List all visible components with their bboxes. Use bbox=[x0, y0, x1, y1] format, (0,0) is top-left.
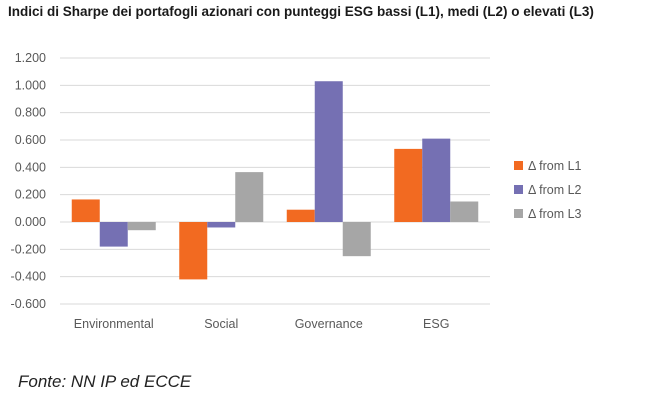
bar bbox=[394, 148, 423, 222]
legend-label: Δ from L1 bbox=[528, 159, 582, 173]
y-tick-label: 0.600 bbox=[15, 133, 46, 147]
bar bbox=[207, 222, 236, 228]
source-note: Fonte: NN IP ed ECCE bbox=[18, 372, 192, 391]
x-category-label: Governance bbox=[295, 317, 363, 331]
bar bbox=[179, 222, 208, 280]
x-category-label: ESG bbox=[423, 317, 449, 331]
bar bbox=[342, 222, 371, 257]
legend-swatch bbox=[514, 161, 523, 170]
y-tick-label: 1.200 bbox=[15, 51, 46, 65]
y-tick-label: 0.000 bbox=[15, 215, 46, 229]
chart-title: Indici di Sharpe dei portafogli azionari… bbox=[8, 4, 594, 19]
legend-label: Δ from L2 bbox=[528, 183, 582, 197]
legend-label: Δ from L3 bbox=[528, 207, 582, 221]
y-tick-label: -0.600 bbox=[11, 297, 46, 311]
bar bbox=[286, 209, 315, 222]
bar bbox=[99, 222, 128, 247]
bar bbox=[314, 81, 343, 222]
bar bbox=[422, 138, 451, 222]
legend-swatch bbox=[514, 185, 523, 194]
legend-swatch bbox=[514, 209, 523, 218]
x-axis-categories: Environmental Social Governance ESG bbox=[74, 317, 450, 331]
legend: Δ from L1 Δ from L2 Δ from L3 bbox=[514, 159, 582, 221]
bar bbox=[235, 172, 264, 222]
y-tick-label: 1.000 bbox=[15, 78, 46, 92]
bar-chart: 1.200 1.000 0.800 0.600 0.400 0.200 0.000 -0.20… bbox=[11, 51, 582, 331]
y-tick-label: 0.200 bbox=[15, 188, 46, 202]
bar bbox=[450, 201, 479, 222]
y-tick-label: 0.400 bbox=[15, 160, 46, 174]
x-category-label: Environmental bbox=[74, 317, 154, 331]
y-tick-label: -0.400 bbox=[11, 270, 46, 284]
bars bbox=[71, 81, 479, 280]
y-axis-ticks: 1.200 1.000 0.800 0.600 0.400 0.200 0.000 -0.20… bbox=[11, 51, 47, 311]
x-category-label: Social bbox=[204, 317, 238, 331]
bar bbox=[127, 222, 156, 231]
y-tick-label: -0.200 bbox=[11, 242, 46, 256]
bar bbox=[71, 199, 100, 222]
y-tick-label: 0.800 bbox=[15, 106, 46, 120]
